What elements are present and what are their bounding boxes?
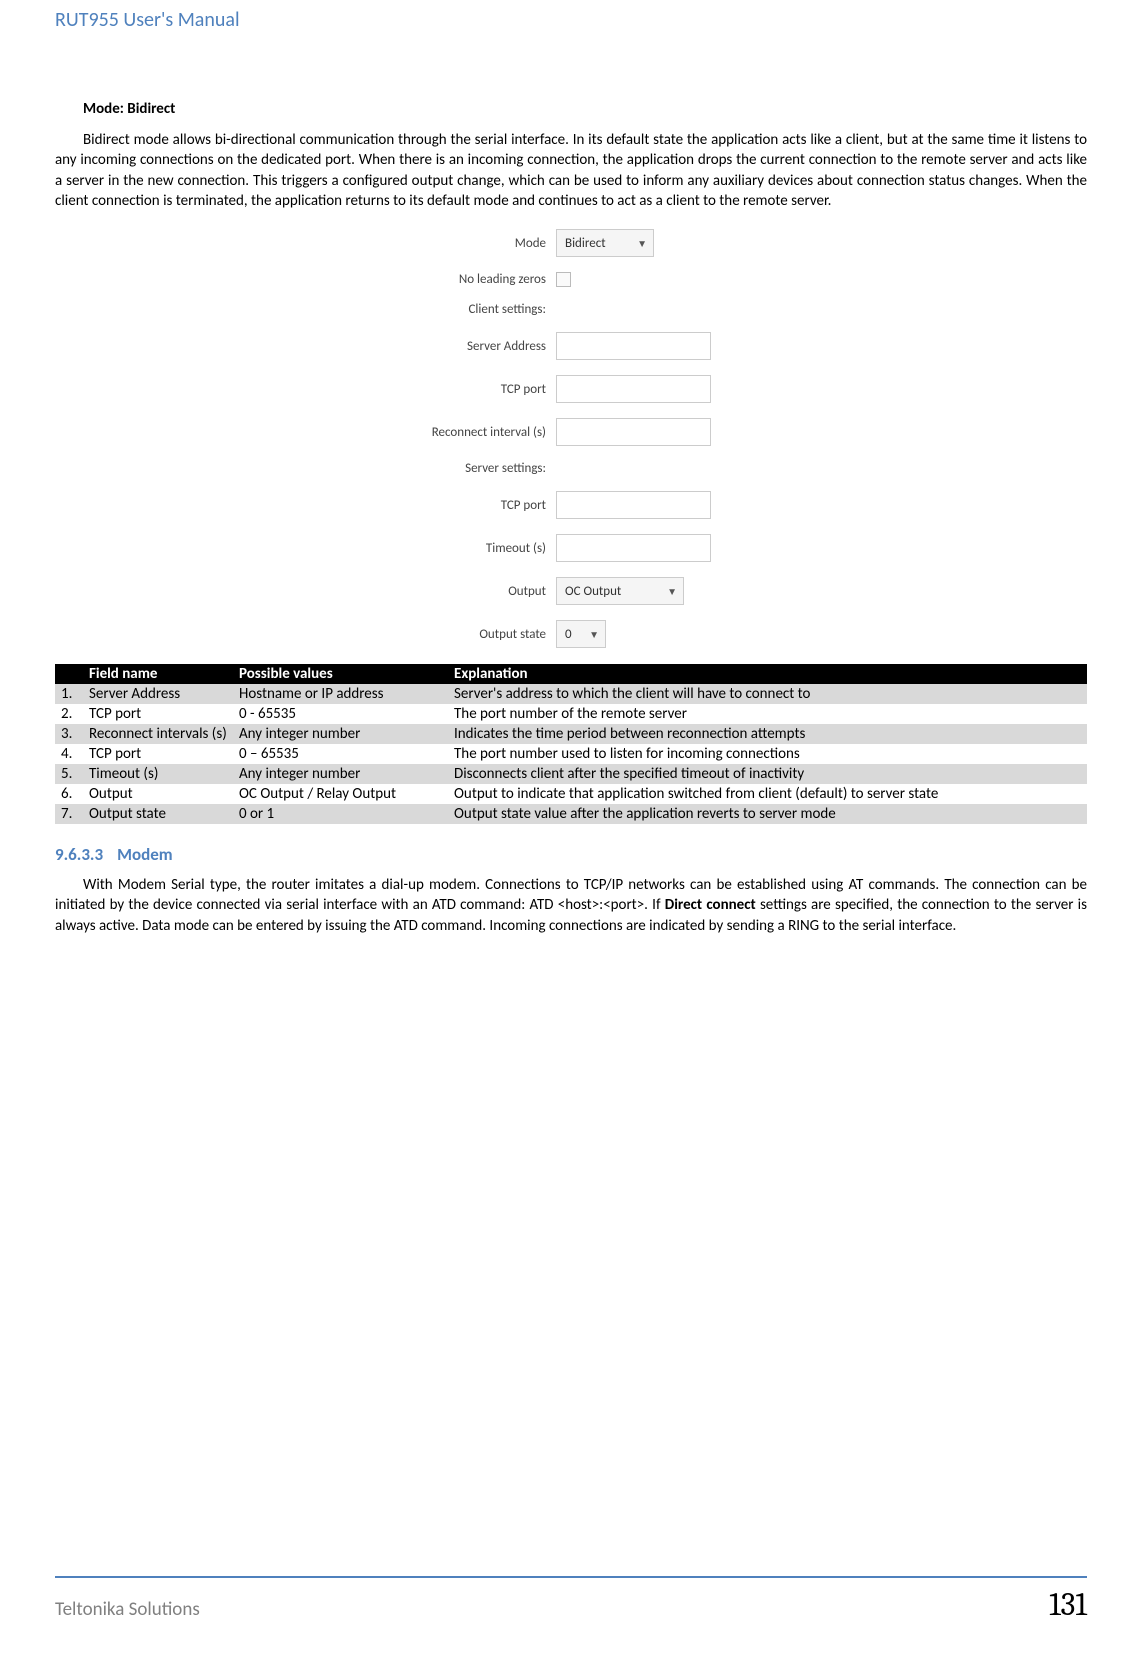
table-row: 5. Timeout (s) Any integer number Discon… [55, 764, 1087, 784]
th-possible: Possible values [233, 664, 448, 684]
server-address-input[interactable] [556, 332, 711, 360]
mode-label: Mode [386, 236, 556, 251]
cell-possible: 0 – 65535 [233, 744, 448, 764]
nlz-label: No leading zeros [386, 272, 556, 287]
table-row: 3. Reconnect intervals (s) Any integer n… [55, 724, 1087, 744]
timeout-label: Timeout (s) [386, 541, 556, 556]
reconnect-label: Reconnect interval (s) [386, 425, 556, 440]
chevron-down-icon: ▼ [589, 628, 599, 641]
th-field: Field name [83, 664, 233, 684]
cell-explanation: Output to indicate that application swit… [448, 784, 1087, 804]
output-select[interactable]: OC Output ▼ [556, 577, 684, 605]
cell-possible: 0 - 65535 [233, 704, 448, 724]
cell-possible: 0 or 1 [233, 804, 448, 824]
cell-field: Output [83, 784, 233, 804]
cell-field: Timeout (s) [83, 764, 233, 784]
cell-num: 3. [55, 724, 83, 744]
header-title: RUT955 User's Manual [55, 0, 1087, 32]
subsection-title: Modem [117, 844, 173, 865]
tcp-port2-input[interactable] [556, 491, 711, 519]
table-row: 1. Server Address Hostname or IP address… [55, 684, 1087, 704]
footer: Teltonika Solutions 131 [55, 1576, 1087, 1623]
table-row: 2. TCP port 0 - 65535 The port number of… [55, 704, 1087, 724]
table-row: 7. Output state 0 or 1 Output state valu… [55, 804, 1087, 824]
output-state-value: 0 [565, 627, 572, 642]
output-label: Output [386, 584, 556, 599]
th-blank [55, 664, 83, 684]
subsection-num: 9.6.3.3 [55, 844, 103, 865]
page-number: 131 [1049, 1586, 1087, 1623]
client-settings-label: Client settings: [386, 302, 556, 317]
mode-select[interactable]: Bidirect ▼ [556, 229, 654, 257]
cell-num: 2. [55, 704, 83, 724]
output-value: OC Output [565, 584, 621, 599]
table-row: 6. Output OC Output / Relay Output Outpu… [55, 784, 1087, 804]
server-address-label: Server Address [386, 339, 556, 354]
output-state-select[interactable]: 0 ▼ [556, 620, 606, 648]
cell-possible: OC Output / Relay Output [233, 784, 448, 804]
chevron-down-icon: ▼ [637, 237, 647, 250]
subsection-paragraph: With Modem Serial type, the router imita… [55, 875, 1087, 936]
cell-num: 4. [55, 744, 83, 764]
field-table: Field name Possible values Explanation 1… [55, 664, 1087, 824]
form-mock: Mode Bidirect ▼ No leading zeros Client … [386, 229, 756, 648]
server-settings-label: Server settings: [386, 461, 556, 476]
cell-explanation: The port number of the remote server [448, 704, 1087, 724]
cell-possible: Any integer number [233, 724, 448, 744]
nlz-checkbox[interactable] [556, 272, 571, 287]
subsection-heading: 9.6.3.3 Modem [55, 844, 1087, 865]
chevron-down-icon: ▼ [667, 585, 677, 598]
table-row: 4. TCP port 0 – 65535 The port number us… [55, 744, 1087, 764]
mode-value: Bidirect [565, 236, 606, 251]
tcp-port-input[interactable] [556, 375, 711, 403]
cell-explanation: The port number used to listen for incom… [448, 744, 1087, 764]
reconnect-input[interactable] [556, 418, 711, 446]
mode-paragraph: Bidirect mode allows bi-directional comm… [55, 130, 1087, 211]
tcp-port-label: TCP port [386, 382, 556, 397]
cell-num: 1. [55, 684, 83, 704]
cell-possible: Hostname or IP address [233, 684, 448, 704]
cell-field: Server Address [83, 684, 233, 704]
cell-field: Reconnect intervals (s) [83, 724, 233, 744]
cell-num: 6. [55, 784, 83, 804]
cell-field: TCP port [83, 744, 233, 764]
tcp-port2-label: TCP port [386, 498, 556, 513]
cell-possible: Any integer number [233, 764, 448, 784]
cell-field: TCP port [83, 704, 233, 724]
cell-num: 7. [55, 804, 83, 824]
mode-heading: Mode: Bidirect [55, 100, 1087, 118]
th-explanation: Explanation [448, 664, 1087, 684]
output-state-label: Output state [386, 627, 556, 642]
footer-company: Teltonika Solutions [55, 1598, 200, 1621]
cell-explanation: Indicates the time period between reconn… [448, 724, 1087, 744]
cell-explanation: Server's address to which the client wil… [448, 684, 1087, 704]
cell-field: Output state [83, 804, 233, 824]
timeout-input[interactable] [556, 534, 711, 562]
cell-explanation: Output state value after the application… [448, 804, 1087, 824]
cell-num: 5. [55, 764, 83, 784]
cell-explanation: Disconnects client after the specified t… [448, 764, 1087, 784]
